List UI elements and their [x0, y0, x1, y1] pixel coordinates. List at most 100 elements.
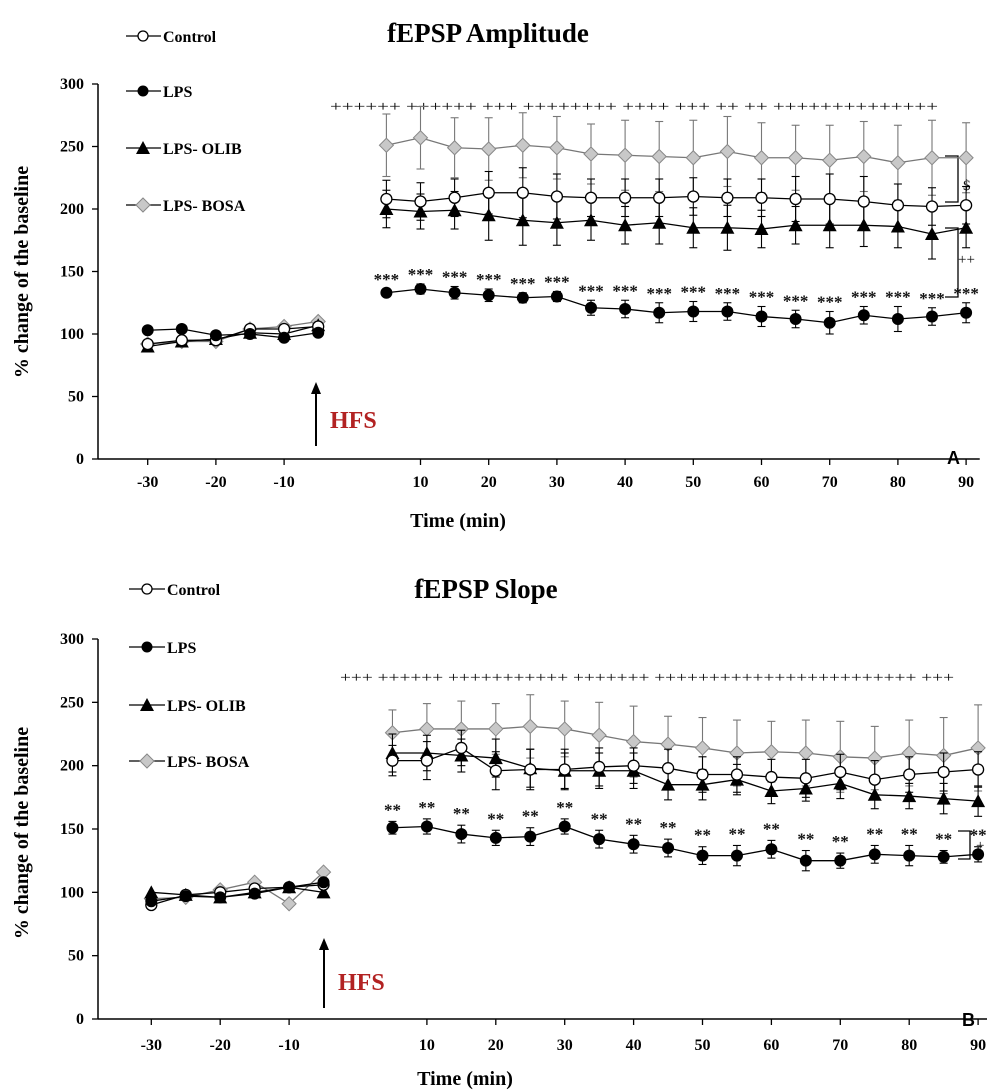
data-point — [455, 741, 468, 755]
data-point — [448, 286, 461, 299]
data-point — [312, 326, 325, 339]
data-point — [798, 745, 814, 761]
significance-stars: *** — [749, 288, 775, 307]
x-tick-label: -20 — [210, 1037, 231, 1054]
significance-stars: ** — [832, 832, 849, 851]
significance-marks-top: +++ ++++++ +++++++++++ +++++++ +++++++++… — [340, 670, 954, 686]
x-tick-label: -30 — [141, 1037, 162, 1054]
y-tick-label: 100 — [60, 326, 84, 343]
data-point — [583, 146, 599, 162]
y-tick-label: 250 — [60, 694, 84, 711]
data-point — [550, 290, 563, 303]
data-point — [834, 765, 847, 779]
significance-stars: ** — [591, 809, 608, 828]
data-point — [834, 854, 847, 867]
significance-stars: ** — [625, 814, 642, 833]
significance-stars: *** — [783, 291, 809, 310]
data-point — [890, 155, 906, 171]
data-point — [619, 303, 632, 315]
legend-marker-lps — [137, 85, 149, 97]
significance-stars: *** — [578, 281, 604, 300]
data-point — [380, 286, 393, 299]
legend-marker-control — [141, 583, 153, 595]
data-point — [585, 301, 597, 314]
data-point — [925, 200, 939, 213]
data-point — [720, 220, 735, 234]
data-point — [455, 828, 468, 841]
x-tick-label: 50 — [685, 474, 701, 491]
x-axis-title: Time (min) — [410, 510, 506, 532]
data-point — [696, 849, 709, 862]
data-point — [926, 310, 938, 323]
significance-marks-top: ++++++ ++++++ +++ ++++++++ ++++ +++ ++ +… — [330, 99, 938, 115]
significance-stars: *** — [374, 270, 400, 289]
legend-label-lps: LPS — [163, 84, 192, 101]
x-tick-label: 20 — [488, 1037, 504, 1054]
hfs-label: HFS — [330, 408, 377, 434]
x-tick-label: 10 — [419, 1037, 435, 1054]
series-lps — [145, 818, 985, 908]
significance-stars: *** — [544, 273, 570, 292]
legend-label-lps-bosa: LPS- BOSA — [163, 198, 246, 215]
data-point — [558, 763, 571, 776]
y-tick-label: 200 — [60, 201, 84, 218]
x-tick-label: 40 — [617, 474, 633, 491]
data-point — [618, 191, 632, 204]
legend-marker-control — [137, 30, 149, 42]
legend: Control LPS LPS- OLIB LPS- BOSA — [126, 29, 246, 215]
hfs-label: HFS — [338, 970, 385, 996]
data-point — [179, 890, 192, 903]
panel-a-amplitude-chart: fEPSP Amplitude % change of the baseline… — [11, 18, 980, 532]
data-point — [721, 191, 734, 204]
data-point — [489, 764, 502, 777]
x-tick-label: 70 — [822, 474, 838, 491]
data-point — [857, 309, 870, 322]
x-tick-label: 30 — [549, 474, 565, 491]
significance-stars: *** — [612, 281, 638, 300]
series-line-post — [386, 288, 967, 324]
x-tick-label: 90 — [958, 474, 974, 491]
legend-label-lps-olib: LPS- OLIB — [167, 698, 246, 715]
data-point — [891, 199, 905, 212]
significance-stars: ** — [866, 824, 883, 843]
significance-stars: *** — [953, 284, 979, 303]
legend-item-lps: LPS — [129, 640, 196, 657]
significance-stars: ** — [453, 804, 470, 823]
legend-label-control: Control — [163, 29, 217, 46]
series-line-post — [392, 752, 979, 802]
y-axis-title: % change of the baseline — [11, 727, 33, 939]
data-point — [753, 150, 770, 166]
y-tick-label: 50 — [68, 389, 84, 406]
data-point — [481, 208, 496, 222]
panel-label: A — [947, 448, 960, 468]
data-point — [412, 130, 429, 146]
data-point — [789, 192, 802, 206]
data-point — [730, 768, 744, 781]
significance-stars: *** — [885, 288, 911, 307]
panel-b-slope-chart: fEPSP Slope % change of the baseline Tim… — [11, 574, 987, 1090]
data-point — [823, 316, 836, 329]
x-tick-label: 70 — [832, 1037, 848, 1054]
legend-item-lps-bosa: LPS- BOSA — [126, 197, 246, 215]
hfs-marker: HFS — [319, 938, 385, 1008]
significance-stars: ** — [763, 819, 780, 838]
data-point — [765, 770, 778, 784]
data-point — [175, 334, 188, 347]
legend-marker-lps-olib — [140, 698, 154, 711]
x-tick-label: 50 — [695, 1037, 711, 1054]
data-point — [868, 848, 881, 861]
data-point — [787, 150, 804, 166]
data-point — [903, 849, 916, 862]
significance-stars: *** — [681, 283, 707, 302]
y-tick-label: 250 — [60, 139, 84, 156]
data-point — [278, 331, 291, 344]
data-point — [480, 141, 497, 157]
data-point — [141, 324, 154, 337]
data-point — [516, 291, 529, 304]
data-point — [662, 842, 675, 854]
data-point — [145, 895, 158, 908]
data-point — [378, 137, 395, 153]
significance-stars: *** — [476, 270, 502, 289]
significance-stars: ** — [901, 824, 918, 843]
data-point — [971, 794, 986, 808]
